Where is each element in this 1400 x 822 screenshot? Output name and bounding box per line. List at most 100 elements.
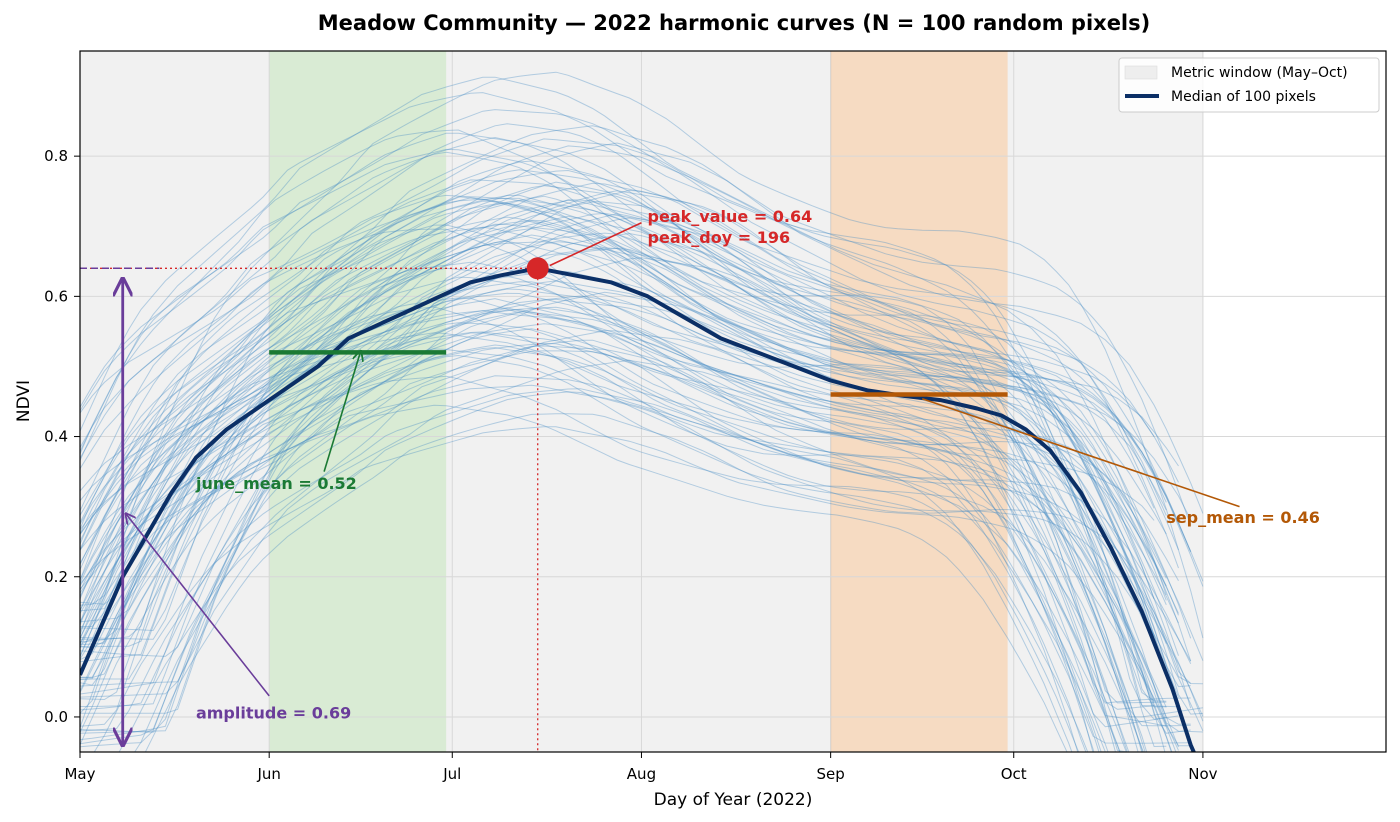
peak-leader bbox=[549, 222, 642, 267]
pixel-curve bbox=[80, 201, 1155, 680]
pixel-curve bbox=[80, 332, 1109, 752]
pixel-curve bbox=[80, 226, 1167, 702]
june-mean-arrow bbox=[323, 351, 361, 472]
pixel-curve bbox=[80, 281, 1203, 685]
pixel-curve bbox=[80, 295, 1167, 623]
pixel-curve bbox=[80, 234, 1155, 658]
pixel-curve bbox=[80, 199, 1192, 641]
x-tick-label: Jul bbox=[442, 765, 461, 783]
pixel-curve bbox=[80, 179, 1203, 718]
pixel-curve bbox=[80, 219, 1155, 649]
pixel-curve bbox=[80, 291, 1204, 748]
pixel-curves bbox=[80, 71, 1204, 752]
pixel-curve bbox=[80, 347, 1127, 752]
legend: Metric window (May–Oct) Median of 100 pi… bbox=[1118, 57, 1380, 113]
pixel-curve bbox=[80, 288, 1191, 725]
y-tick-label: 0.0 bbox=[44, 708, 68, 726]
legend-median-label: Median of 100 pixels bbox=[1171, 89, 1316, 105]
sep-window-band bbox=[830, 51, 1008, 752]
pixel-curve bbox=[80, 138, 1167, 596]
pixel-curve bbox=[80, 298, 1179, 698]
pixel-curve bbox=[80, 329, 1167, 745]
peak-value-label: peak_value = 0.64 bbox=[648, 207, 813, 226]
median-series bbox=[80, 266, 1196, 752]
pixel-curve bbox=[80, 345, 1177, 752]
pixel-curve bbox=[80, 212, 1167, 663]
amplitude-pointer bbox=[126, 514, 270, 697]
median-line bbox=[80, 266, 1196, 752]
pixel-curve bbox=[80, 388, 1204, 732]
y-tick-label: 0.6 bbox=[44, 287, 68, 305]
pixel-curve bbox=[80, 71, 1204, 639]
pixel-curve bbox=[80, 194, 1179, 728]
pixel-curve bbox=[80, 307, 1173, 752]
pixel-curve bbox=[80, 92, 1179, 708]
pixel-curve bbox=[80, 145, 1179, 605]
pixel-curve bbox=[80, 311, 1179, 748]
pixel-curve bbox=[80, 196, 1095, 752]
pixel-curve bbox=[80, 200, 1139, 752]
x-tick-label: Aug bbox=[627, 765, 656, 783]
pixel-curve bbox=[80, 375, 1121, 752]
x-tick-label: May bbox=[64, 765, 95, 783]
pixel-curve bbox=[80, 331, 1191, 727]
pixel-curve bbox=[80, 267, 1191, 704]
pixel-curve bbox=[80, 247, 1167, 695]
pixel-curve bbox=[80, 123, 1191, 734]
pixel-curve bbox=[80, 195, 1155, 714]
pixel-curve bbox=[80, 257, 1192, 687]
pixel-curve bbox=[80, 148, 1167, 704]
sep-mean-label: sep_mean = 0.46 bbox=[1166, 508, 1320, 527]
y-tick-label: 0.2 bbox=[44, 568, 68, 586]
pixel-curve bbox=[80, 227, 1167, 611]
x-axis-ticks: May Jun Jul Aug Sep Oct Nov bbox=[64, 752, 1218, 783]
pixel-curve bbox=[80, 189, 1155, 714]
pixel-curve bbox=[80, 182, 1192, 648]
pixel-curve bbox=[80, 332, 1191, 744]
pixel-curve bbox=[80, 216, 1203, 733]
june-mean-label: june_mean = 0.52 bbox=[195, 474, 357, 493]
pixel-curve bbox=[80, 199, 1192, 701]
pixel-curve bbox=[144, 413, 1192, 752]
x-axis-label: Day of Year (2022) bbox=[654, 790, 813, 810]
y-tick-label: 0.4 bbox=[44, 428, 68, 446]
pixel-curve bbox=[80, 215, 1192, 727]
peak-marker bbox=[526, 257, 549, 280]
pixel-curve bbox=[80, 308, 1191, 747]
pixel-curve bbox=[80, 142, 1204, 640]
pixel-curve bbox=[80, 270, 1167, 646]
pixel-curve bbox=[80, 375, 1080, 752]
pixel-curve bbox=[80, 328, 1172, 752]
pixel-curve bbox=[80, 181, 1179, 686]
annotations: june_mean = 0.52 sep_mean = 0.46 peak_valu… bbox=[123, 207, 1320, 745]
x-tick-label: Nov bbox=[1188, 765, 1217, 783]
pixel-curve bbox=[80, 247, 1204, 741]
x-tick-label: Jun bbox=[256, 765, 280, 783]
pixel-curve bbox=[80, 384, 1167, 708]
pixel-curve bbox=[80, 232, 1192, 707]
pixel-curve bbox=[80, 322, 1107, 752]
y-tick-label: 0.8 bbox=[44, 147, 68, 165]
pixel-curve bbox=[80, 76, 1167, 708]
pixel-curve bbox=[80, 323, 1167, 661]
pixel-curve bbox=[80, 404, 1068, 752]
pixel-curve bbox=[80, 354, 1089, 752]
pixel-curve bbox=[80, 169, 1179, 612]
pixel-curve bbox=[80, 224, 1079, 752]
legend-box bbox=[1118, 57, 1380, 113]
pixel-curve bbox=[80, 310, 1121, 752]
pixel-curve bbox=[134, 339, 1192, 752]
pixel-curve bbox=[80, 190, 1179, 632]
legend-metric-label: Metric window (May–Oct) bbox=[1171, 65, 1348, 81]
x-tick-label: Oct bbox=[1001, 765, 1027, 783]
pixel-curve bbox=[80, 359, 1155, 698]
pixel-curve bbox=[80, 306, 1179, 679]
pixel-curve bbox=[80, 132, 1155, 710]
x-tick-label: Sep bbox=[817, 765, 845, 783]
amplitude-label: amplitude = 0.69 bbox=[196, 703, 351, 722]
pixel-curve bbox=[80, 197, 1117, 752]
chart-title: Meadow Community — 2022 harmonic curves … bbox=[318, 11, 1150, 35]
peak-doy-label: peak_doy = 196 bbox=[648, 228, 791, 247]
pixel-curve bbox=[80, 350, 1179, 711]
